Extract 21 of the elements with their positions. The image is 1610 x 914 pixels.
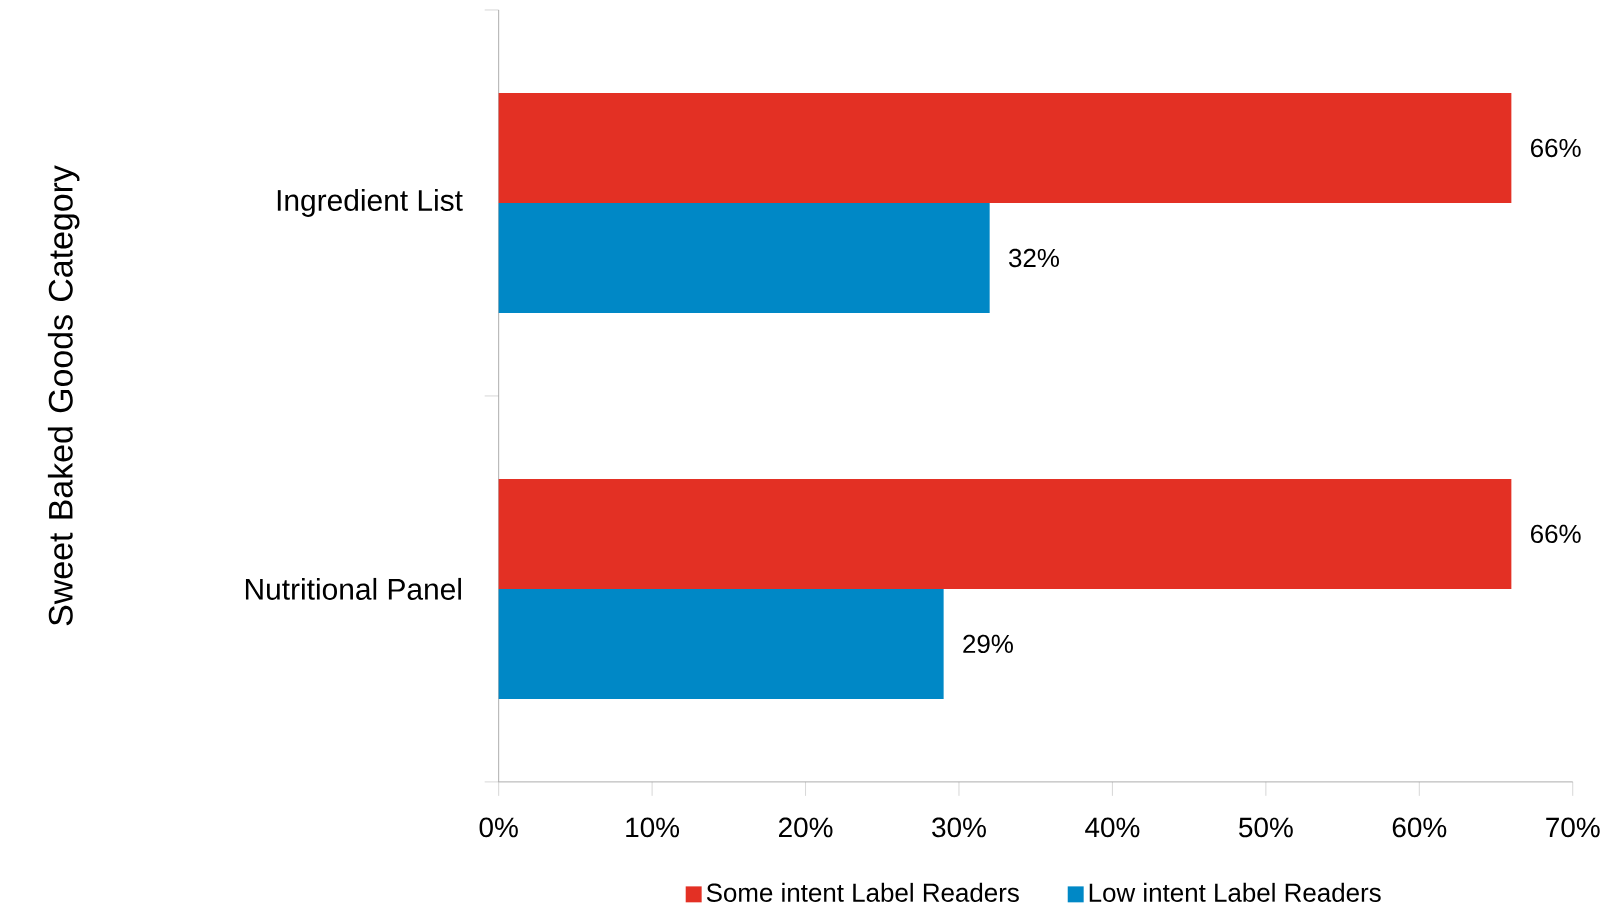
- x-tick-label: 60%: [1392, 817, 1447, 838]
- data-label: 29%: [963, 634, 1013, 654]
- data-label: 66%: [1531, 524, 1581, 544]
- x-tick-label: 40%: [1085, 817, 1140, 838]
- x-tick-label: 50%: [1239, 817, 1293, 838]
- x-tick-label: 0%: [479, 817, 518, 838]
- legend-label: Low intent Label Readers: [1089, 882, 1381, 903]
- bar: [498, 93, 1512, 204]
- y-axis-title: Sweet Baked Goods Category: [47, 165, 80, 626]
- bar: [498, 479, 1512, 590]
- x-tick-label: 30%: [932, 817, 986, 838]
- data-label: 66%: [1531, 138, 1581, 158]
- bar: [498, 203, 990, 314]
- x-tick-label: 70%: [1546, 817, 1600, 838]
- bar: [498, 589, 944, 700]
- y-tick-label: Ingredient List: [277, 189, 463, 218]
- y-tick-label: Nutritional Panel: [245, 578, 461, 600]
- x-tick-label: 10%: [626, 817, 680, 838]
- data-label: 32%: [1009, 248, 1059, 268]
- legend-label: Some intent Label Readers: [706, 882, 1019, 903]
- x-tick-label: 20%: [779, 817, 833, 838]
